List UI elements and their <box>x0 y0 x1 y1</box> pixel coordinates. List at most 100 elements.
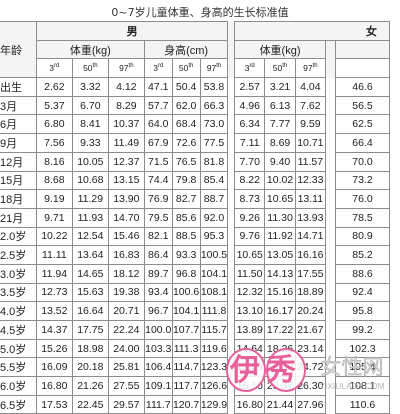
male-height-cell: 67.9 <box>143 133 173 153</box>
male-weight-cell: 10.68 <box>71 170 109 191</box>
male-weight-cell: 11.93 <box>71 207 109 228</box>
female-weight-cell: 7.11 <box>234 133 266 153</box>
female-height-cell: 80.9 <box>334 226 391 247</box>
age-cell: 5.5岁 <box>0 357 37 378</box>
male-height-cell: 81.8 <box>199 151 229 172</box>
male-weight-cell: 8.41 <box>71 114 109 135</box>
female-height-cell: 92.4 <box>334 282 391 303</box>
male-weight-cell: 24.00 <box>107 338 145 359</box>
female-height-cell: 110.6 <box>334 394 391 414</box>
gap-cell <box>324 208 336 228</box>
male-weight-cell: 25.81 <box>107 357 145 378</box>
sex-header-row: 年龄 男 女 <box>0 20 390 79</box>
female-weight-cell: 13.10 <box>234 301 266 321</box>
female-weight-cell: 16.80 <box>234 394 266 414</box>
male-height-cell: 76.5 <box>171 151 201 172</box>
age-cell: 2.5岁 <box>0 245 37 265</box>
female-height-cell: 46.6 <box>334 77 391 97</box>
male-weight-cell: 21.26 <box>71 376 109 396</box>
table-row: 18月 9.19 11.29 13.90 76.9 82.7 88.7 8.73 10.65 13… <box>0 189 391 209</box>
gap-cell <box>324 395 336 414</box>
female-weight-cell: 10.65 <box>264 189 296 209</box>
female-weight-cell: 27.96 <box>294 394 326 414</box>
gap-cell <box>324 227 336 246</box>
table-row: 2.0岁 10.22 12.54 15.46 82.1 88.5 95.3 9.76 11.92… <box>0 226 391 247</box>
male-weight-cell: 11.11 <box>35 245 73 265</box>
male-height-cell: 106.4 <box>143 357 173 378</box>
male-weight-cell: 9.33 <box>71 133 109 153</box>
female-weight-cell: 2.57 <box>234 77 266 97</box>
male-weight-cell: 9.19 <box>35 189 73 209</box>
age-cell: 6.5岁 <box>0 394 37 414</box>
female-weight-cell: 3.21 <box>264 77 296 97</box>
male-height-cell: 109.1 <box>143 376 173 396</box>
age-cell: 2.0岁 <box>0 226 37 247</box>
growth-standard-table: 年龄 男 女 体重(kg) 身高(cm) 体重(kg) 3rd 50th 97t… <box>0 20 391 414</box>
male-height-cell: 100.5 <box>199 245 229 265</box>
table-row: 4.0岁 13.52 16.64 20.71 96.7 104.1 111.8 13.10 16… <box>0 301 391 321</box>
table-row: 9月 7.56 9.33 11.49 67.9 72.6 77.5 7.11 8.69 10.71… <box>0 133 391 153</box>
table-row: 5.0岁15.2618.9824.00103.3111.3119.614.641… <box>0 338 391 359</box>
age-header: 年龄 <box>0 20 37 79</box>
percentile-suffix: th <box>188 63 194 70</box>
female-weight-cell: 14.71 <box>294 226 326 247</box>
female-height-cell: 66.4 <box>334 133 391 153</box>
percentile-label: 97 <box>206 63 217 74</box>
male-height-cell: 129.9 <box>199 394 229 414</box>
male-weight-cell: 16.09 <box>35 357 73 378</box>
female-weight-cell: 14.13 <box>264 263 296 284</box>
gap-cell <box>324 283 336 302</box>
table-row: 2.5岁 11.11 13.64 16.83 86.4 93.3 100.5 10.65 13.… <box>0 245 391 265</box>
male-weight-cell: 10.05 <box>71 151 109 172</box>
age-cell: 18月 <box>0 189 37 209</box>
male-height-cell: 95.3 <box>199 226 229 247</box>
male-height-cell: 119.6 <box>199 338 229 359</box>
male-height-cell: 88.7 <box>199 189 229 209</box>
female-weight-cell: 18.89 <box>294 282 326 303</box>
percentile-label: 50 <box>83 63 93 74</box>
gap-cell <box>227 208 236 228</box>
male-weight-cell: 12.54 <box>71 226 109 247</box>
female-height-cell: 95.8 <box>334 301 391 321</box>
female-weight-cell: 23.14 <box>294 338 326 359</box>
gap-cell <box>227 264 236 284</box>
female-height-cell: 70.0 <box>334 151 391 172</box>
male-weight-cell: 20.71 <box>107 301 145 321</box>
male-weight-cell: 8.68 <box>35 170 73 191</box>
gap-cell <box>227 96 236 115</box>
age-cell: 出生 <box>0 77 37 97</box>
age-cell: 6.0岁 <box>0 376 37 396</box>
gap-cell <box>227 245 236 265</box>
male-weight-cell: 11.29 <box>71 189 109 209</box>
male-height-cell: 120.7 <box>171 394 201 414</box>
male-weight-cell: 14.70 <box>107 207 145 228</box>
female-weight-cell: 11.57 <box>294 151 326 172</box>
female-weight-cell: 11.50 <box>234 263 266 284</box>
age-cell: 3月 <box>0 95 37 116</box>
table-row: 6.5岁 17.53 22.45 29.57 111.7 120.7 129.9 16.80 2… <box>0 394 391 414</box>
male-weight-cell: 2.62 <box>35 77 73 97</box>
male-height-cell: 79.5 <box>143 207 173 228</box>
gap-cell <box>227 77 236 97</box>
male-height-cell: 73.0 <box>199 114 229 135</box>
male-height-cell: 92.0 <box>199 207 229 228</box>
percentile-suffix: rd <box>157 63 164 70</box>
male-weight-cell: 22.24 <box>107 320 145 340</box>
female-weight-cell: 21.67 <box>294 320 326 340</box>
female-header: 女 <box>234 21 390 41</box>
percentile-label: 97 <box>119 63 129 74</box>
female-weight-cell: 13.93 <box>294 207 326 228</box>
table-row: 6月 6.80 8.41 10.37 64.0 68.4 73.0 6.34 7.77 9.59 6… <box>0 114 391 135</box>
percentile-suffix: th <box>128 63 134 70</box>
female-weight-cell: 11.30 <box>264 207 296 228</box>
female-weight-cell: 9.59 <box>294 114 326 135</box>
male-height-cell: 115.7 <box>199 320 229 340</box>
gap-cell <box>227 152 236 171</box>
female-weight-cell: 8.69 <box>264 133 296 153</box>
male-weight-cell: 3.32 <box>71 77 109 97</box>
gap-cell <box>227 227 236 246</box>
male-height-cell: 53.8 <box>199 77 229 97</box>
male-height-cell: 72.6 <box>171 133 201 153</box>
male-height-cell: 96.8 <box>171 263 201 284</box>
male-weight-cell: 4.12 <box>107 77 145 97</box>
